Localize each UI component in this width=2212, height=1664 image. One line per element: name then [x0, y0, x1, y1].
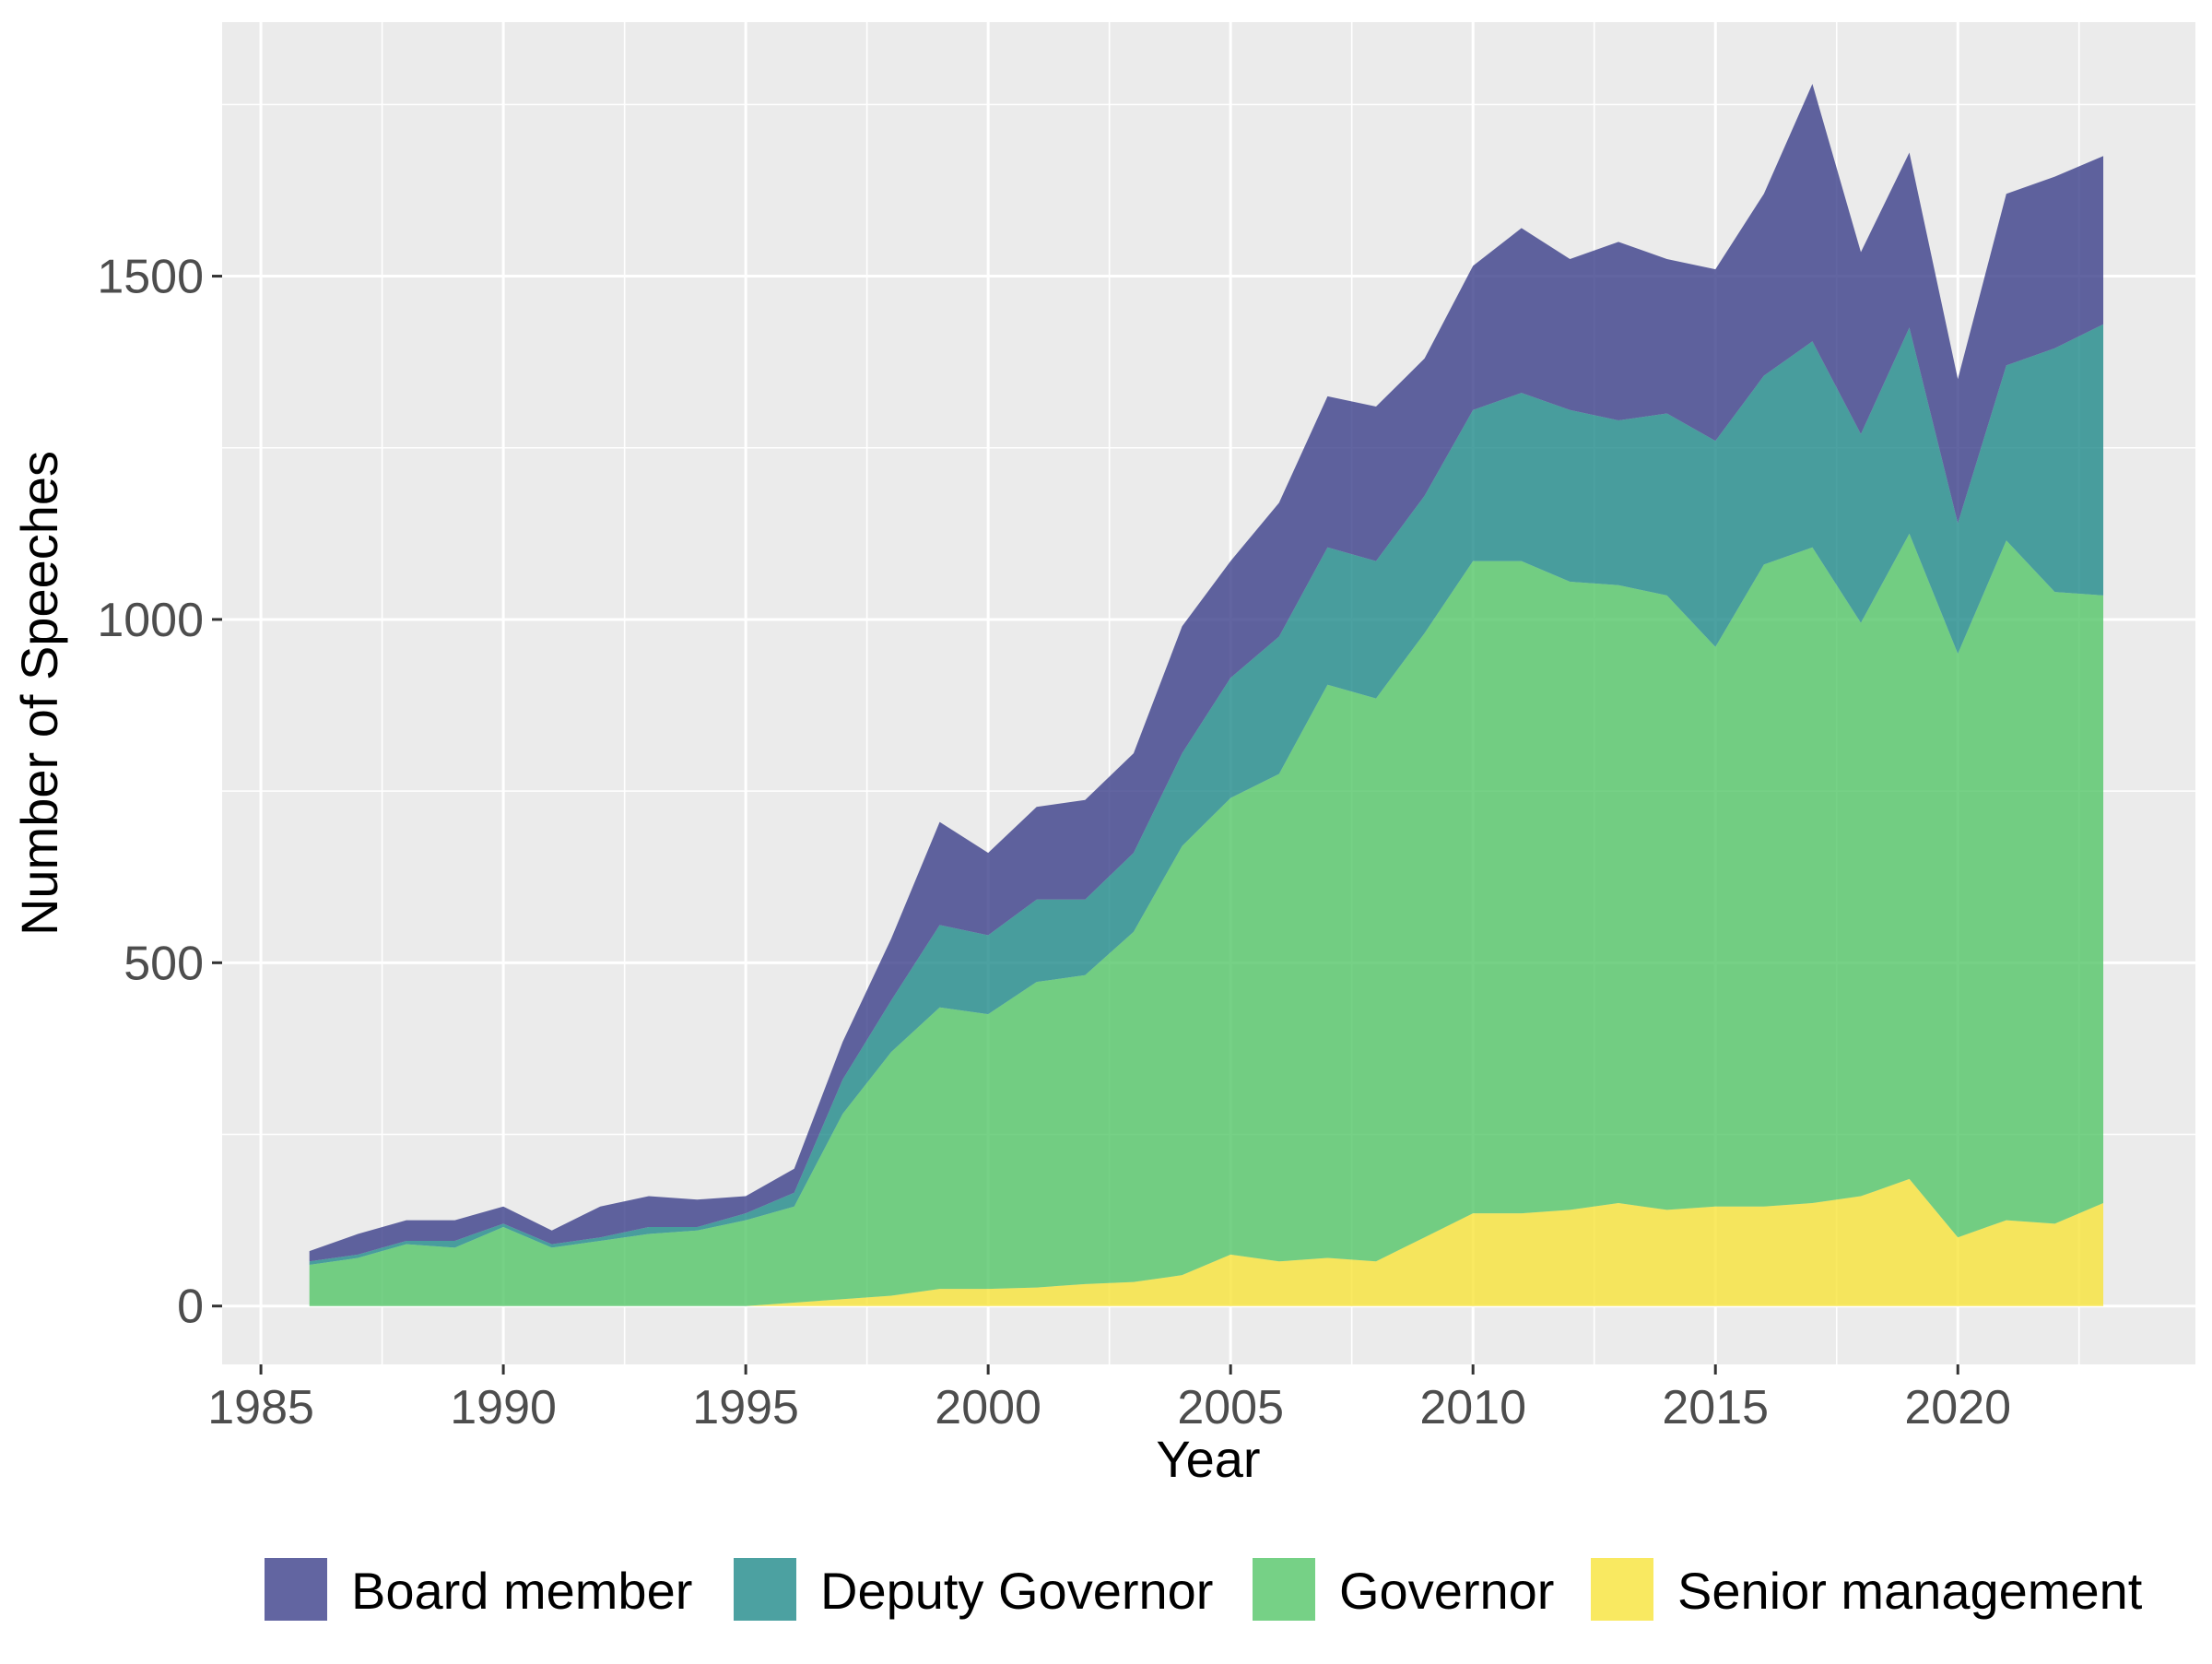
- legend-label: Governor: [1339, 1562, 1554, 1620]
- area-series-group: [309, 84, 2104, 1306]
- legend-swatch: [1253, 1558, 1315, 1621]
- area-board-member: [309, 84, 2104, 1262]
- x-tick-label: 2005: [1177, 1381, 1284, 1434]
- legend-item-deputy-governor: Deputy Governor: [734, 1558, 1213, 1621]
- area-deputy-governor: [309, 324, 2104, 1266]
- legend-item-board-member: Board member: [265, 1558, 692, 1621]
- x-tick-label: 2000: [935, 1381, 1041, 1434]
- area-governor: [309, 533, 2104, 1306]
- x-tick-label: 1985: [207, 1381, 314, 1434]
- x-tick-label: 2020: [1904, 1381, 2011, 1434]
- x-axis-ticks: 1985 1990 1995 2000 2005 2010 2015 2020: [207, 1364, 2011, 1434]
- legend: Board member Deputy Governor Governor Senio…: [265, 1558, 2143, 1621]
- legend-item-governor: Governor: [1253, 1558, 1554, 1621]
- legend-swatch: [734, 1558, 796, 1621]
- area-senior-management: [309, 1178, 2104, 1306]
- y-tick-label: 1500: [97, 251, 204, 304]
- legend-label: Deputy Governor: [820, 1562, 1213, 1620]
- y-tick-label: 500: [124, 937, 204, 990]
- legend-swatch: [265, 1558, 327, 1621]
- x-tick-label: 1990: [450, 1381, 557, 1434]
- y-tick-label: 0: [177, 1280, 204, 1334]
- y-axis-title: Number of Speeches: [10, 451, 68, 936]
- x-tick-label: 2015: [1662, 1381, 1769, 1434]
- legend-swatch: [1591, 1558, 1653, 1621]
- y-axis-ticks: 0 500 1000 1500: [97, 251, 222, 1334]
- x-tick-label: 2010: [1419, 1381, 1526, 1434]
- x-axis-title: Year: [1156, 1430, 1260, 1488]
- legend-label: Senior management: [1677, 1562, 2143, 1620]
- y-tick-label: 1000: [97, 594, 204, 647]
- legend-item-senior-management: Senior management: [1591, 1558, 2143, 1621]
- x-tick-label: 1995: [692, 1381, 799, 1434]
- legend-label: Board member: [351, 1562, 692, 1620]
